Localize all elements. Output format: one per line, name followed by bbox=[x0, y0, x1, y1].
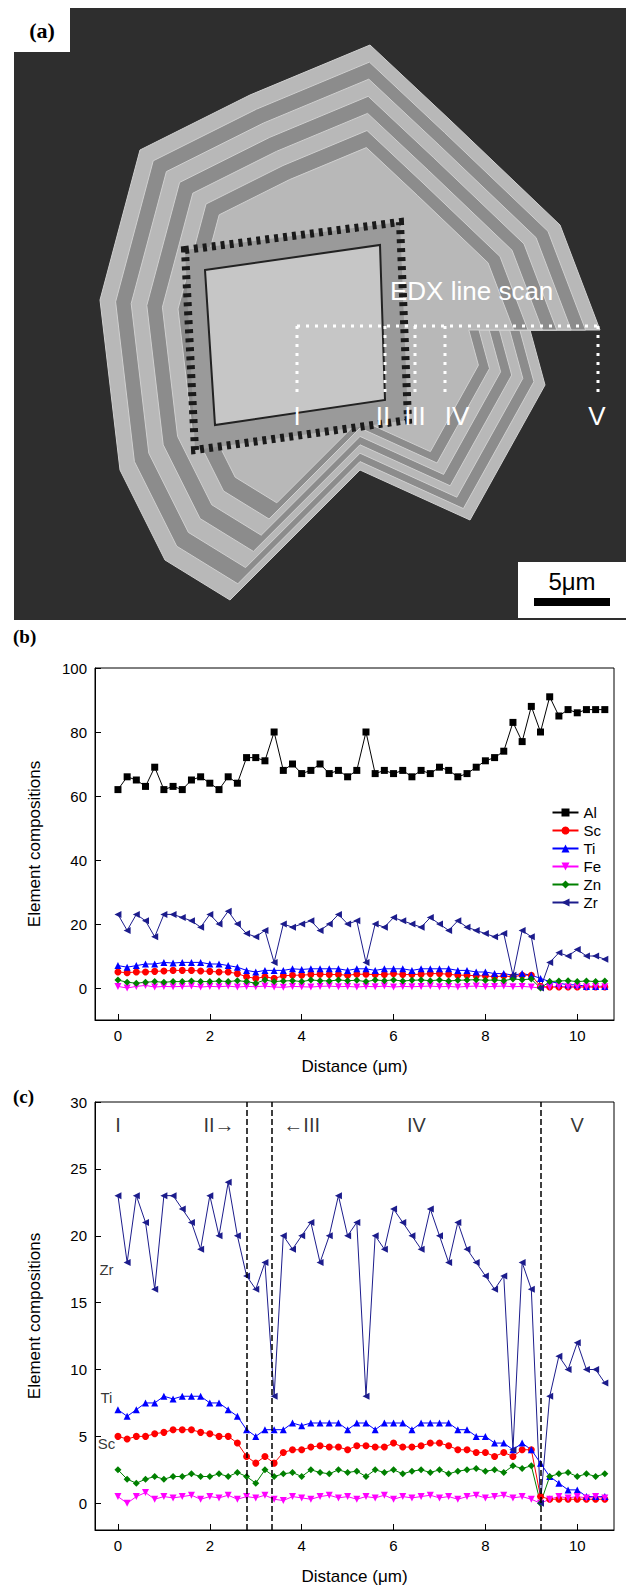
svg-text:(a): (a) bbox=[29, 18, 55, 43]
svg-text:10: 10 bbox=[569, 1537, 586, 1554]
svg-text:Al: Al bbox=[583, 804, 596, 821]
svg-text:Zr: Zr bbox=[99, 1261, 113, 1278]
svg-text:10: 10 bbox=[70, 1361, 87, 1378]
svg-text:Distance (μm): Distance (μm) bbox=[301, 1057, 407, 1076]
svg-text:Zr: Zr bbox=[583, 894, 597, 911]
svg-text:0: 0 bbox=[114, 1537, 122, 1554]
svg-text:III: III bbox=[404, 401, 426, 431]
svg-text:5: 5 bbox=[79, 1428, 87, 1445]
svg-text:20: 20 bbox=[70, 1227, 87, 1244]
svg-text:I: I bbox=[293, 401, 300, 431]
svg-text:6: 6 bbox=[389, 1537, 397, 1554]
svg-text:20: 20 bbox=[70, 916, 87, 933]
svg-text:5μm: 5μm bbox=[548, 568, 595, 595]
svg-text:Distance (μm): Distance (μm) bbox=[301, 1567, 407, 1586]
svg-text:IV: IV bbox=[407, 1114, 427, 1136]
svg-text:80: 80 bbox=[70, 724, 87, 741]
svg-text:6: 6 bbox=[389, 1027, 397, 1044]
svg-text:Element compositions: Element compositions bbox=[25, 761, 44, 927]
svg-text:Zn: Zn bbox=[583, 876, 601, 893]
svg-text:4: 4 bbox=[298, 1537, 306, 1554]
svg-text:Sc: Sc bbox=[98, 1435, 116, 1452]
svg-text:15: 15 bbox=[70, 1294, 87, 1311]
svg-text:EDX line scan: EDX line scan bbox=[390, 276, 553, 306]
svg-text:8: 8 bbox=[481, 1537, 489, 1554]
svg-text:4: 4 bbox=[298, 1027, 306, 1044]
svg-text:Element compositions: Element compositions bbox=[25, 1233, 44, 1399]
svg-text:0: 0 bbox=[114, 1027, 122, 1044]
svg-text:II: II bbox=[376, 401, 390, 431]
svg-text:8: 8 bbox=[481, 1027, 489, 1044]
svg-text:(b): (b) bbox=[13, 626, 36, 648]
svg-text:Ti: Ti bbox=[583, 840, 595, 857]
svg-text:10: 10 bbox=[569, 1027, 586, 1044]
svg-text:Fe: Fe bbox=[583, 858, 601, 875]
svg-text:30: 30 bbox=[70, 1094, 87, 1111]
svg-text:Ti: Ti bbox=[101, 1389, 113, 1406]
svg-text:II→: II→ bbox=[203, 1114, 234, 1136]
svg-text:V: V bbox=[571, 1114, 585, 1136]
svg-text:2: 2 bbox=[206, 1027, 214, 1044]
svg-text:60: 60 bbox=[70, 788, 87, 805]
svg-text:I: I bbox=[115, 1114, 121, 1136]
svg-text:40: 40 bbox=[70, 852, 87, 869]
svg-text:100: 100 bbox=[62, 660, 87, 677]
svg-text:25: 25 bbox=[70, 1160, 87, 1177]
svg-text:0: 0 bbox=[79, 980, 87, 997]
svg-text:(c): (c) bbox=[13, 1086, 34, 1108]
svg-text:IV: IV bbox=[445, 401, 470, 431]
svg-text:←III: ←III bbox=[283, 1114, 320, 1136]
svg-text:2: 2 bbox=[206, 1537, 214, 1554]
svg-text:0: 0 bbox=[79, 1495, 87, 1512]
svg-text:Sc: Sc bbox=[583, 822, 601, 839]
svg-text:V: V bbox=[588, 401, 606, 431]
